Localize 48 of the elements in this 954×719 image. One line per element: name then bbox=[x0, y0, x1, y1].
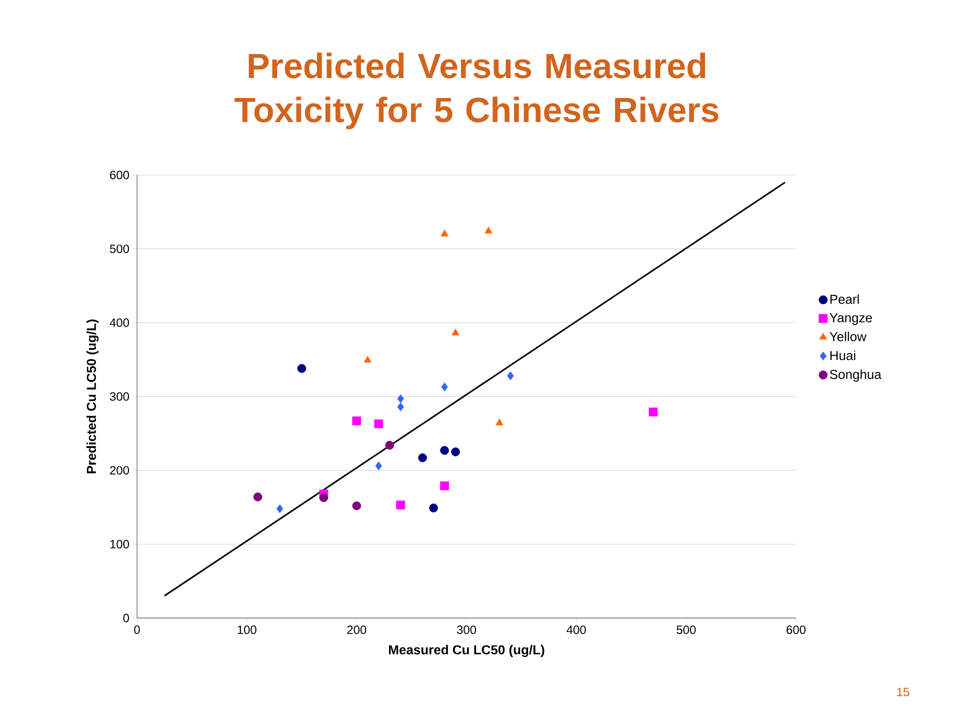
y-tick-label: 100 bbox=[110, 540, 130, 548]
point bbox=[319, 493, 328, 502]
point bbox=[441, 382, 448, 392]
point bbox=[648, 408, 658, 416]
point bbox=[374, 419, 384, 428]
legend-label: Pearl bbox=[830, 294, 859, 304]
y-tick-label: 400 bbox=[110, 318, 130, 327]
x-tick-label: 300 bbox=[456, 626, 476, 634]
point bbox=[507, 371, 514, 380]
x-tick-label: 100 bbox=[238, 626, 256, 634]
point bbox=[276, 504, 284, 514]
point bbox=[297, 364, 306, 373]
y-axis-title: Predicted Cu LC50 (ug/L) bbox=[86, 320, 99, 474]
x-tick-label: 600 bbox=[786, 626, 806, 634]
x-tick-label: 200 bbox=[347, 626, 366, 634]
y-tick-label: 300 bbox=[110, 392, 130, 401]
point bbox=[451, 447, 460, 456]
point bbox=[418, 453, 427, 462]
point bbox=[385, 440, 394, 450]
point bbox=[364, 356, 372, 363]
point bbox=[352, 416, 362, 426]
x-tick-label: 0 bbox=[134, 626, 140, 634]
point bbox=[429, 504, 438, 512]
legend-label: Huai bbox=[830, 350, 856, 360]
chart-title: Predicted Versus Measured Toxicity for 5 Chinese Rivers bbox=[234, 52, 718, 130]
point bbox=[496, 418, 504, 426]
point bbox=[375, 462, 382, 470]
y-tick-label: 500 bbox=[110, 244, 130, 254]
point bbox=[397, 394, 404, 404]
point bbox=[440, 230, 448, 236]
point bbox=[352, 501, 362, 510]
y-tick-label: 600 bbox=[110, 170, 130, 180]
x-tick-label: 400 bbox=[566, 626, 586, 634]
point bbox=[253, 492, 262, 502]
x-tick-label: 500 bbox=[676, 626, 696, 634]
point bbox=[397, 402, 404, 412]
y-tick-label: 200 bbox=[110, 466, 130, 475]
x-axis-title: Measured Cu LC50 (ug/L) bbox=[389, 644, 544, 658]
legend-label: Yellow bbox=[830, 332, 866, 342]
y-tick-label: 0 bbox=[123, 614, 130, 622]
point bbox=[484, 226, 492, 234]
text: 15 bbox=[897, 688, 910, 696]
point bbox=[440, 481, 449, 490]
point bbox=[396, 500, 406, 510]
legend-label: Yangze bbox=[830, 313, 872, 325]
point bbox=[440, 446, 449, 455]
point bbox=[452, 328, 460, 336]
legend-label: Songhua bbox=[830, 369, 882, 382]
